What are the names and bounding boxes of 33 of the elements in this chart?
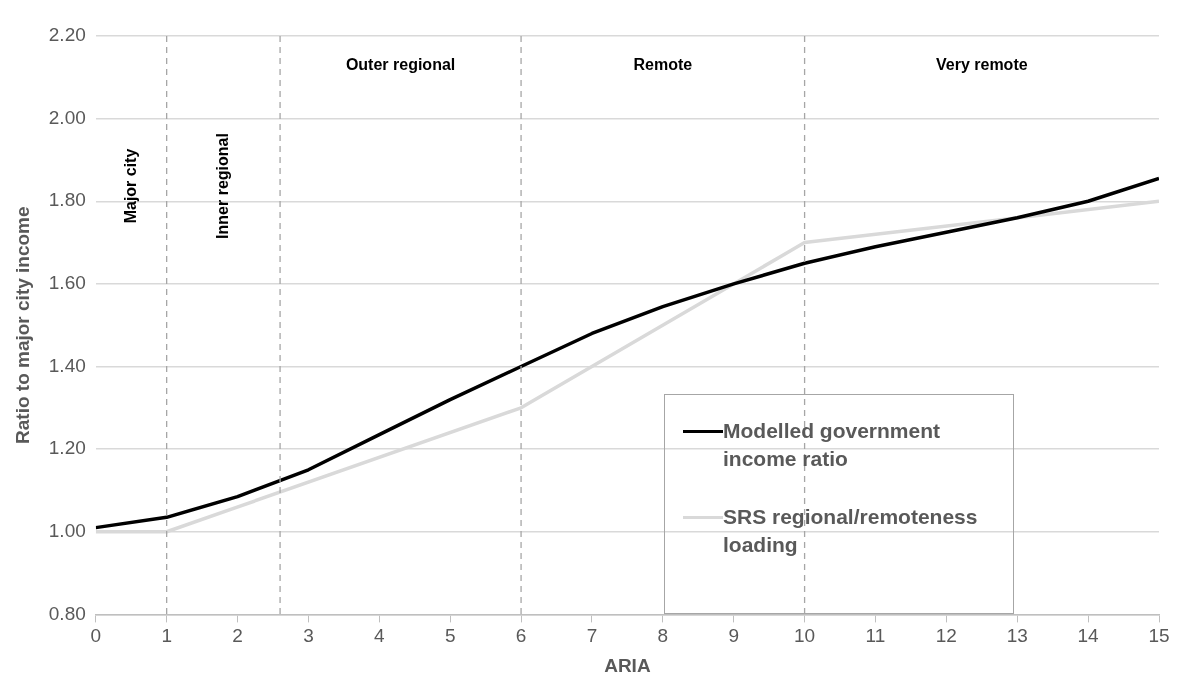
- x-tick-label: 13: [1006, 625, 1028, 647]
- y-tick-label: 0.80: [48, 602, 86, 624]
- x-tick-label: 10: [794, 625, 816, 647]
- x-axis-title: ARIA: [604, 654, 651, 676]
- y-tick-label: 1.80: [48, 189, 86, 211]
- y-tick-label: 1.00: [48, 520, 86, 542]
- x-tick-label: 7: [586, 625, 598, 647]
- x-tick-label: 12: [935, 625, 957, 647]
- annotation: Remote: [633, 56, 693, 74]
- x-tick-label: 15: [1148, 625, 1170, 647]
- x-tick-label: 1: [161, 625, 172, 647]
- x-tick-label: 11: [865, 625, 886, 647]
- annotation: Inner regional: [213, 133, 231, 239]
- legend-label: Modelled government income ratio: [723, 418, 942, 473]
- x-tick-label: 9: [728, 625, 739, 647]
- y-tick-label: 2.00: [48, 106, 86, 128]
- y-axis-title: Ratio to major city income: [11, 206, 33, 444]
- x-tick-label: 6: [515, 625, 527, 647]
- y-tick-label: 1.40: [48, 354, 86, 376]
- annotation: Outer regional: [345, 56, 456, 74]
- annotation: Major city: [121, 148, 139, 224]
- y-tick-label: 1.60: [48, 272, 86, 294]
- legend-label: SRS regional/remoteness loading: [723, 504, 979, 559]
- x-tick-label: 14: [1077, 625, 1100, 647]
- x-tick-label: 3: [303, 625, 314, 647]
- y-tick-label: 2.20: [48, 24, 86, 46]
- annotation: Very remote: [935, 56, 1028, 74]
- y-tick-label: 1.20: [48, 437, 86, 459]
- x-tick-label: 4: [374, 625, 386, 647]
- x-tick-label: 5: [444, 625, 456, 647]
- x-tick-label: 2: [232, 625, 243, 647]
- x-tick-label: 8: [657, 625, 669, 647]
- x-tick-label: 0: [90, 625, 102, 647]
